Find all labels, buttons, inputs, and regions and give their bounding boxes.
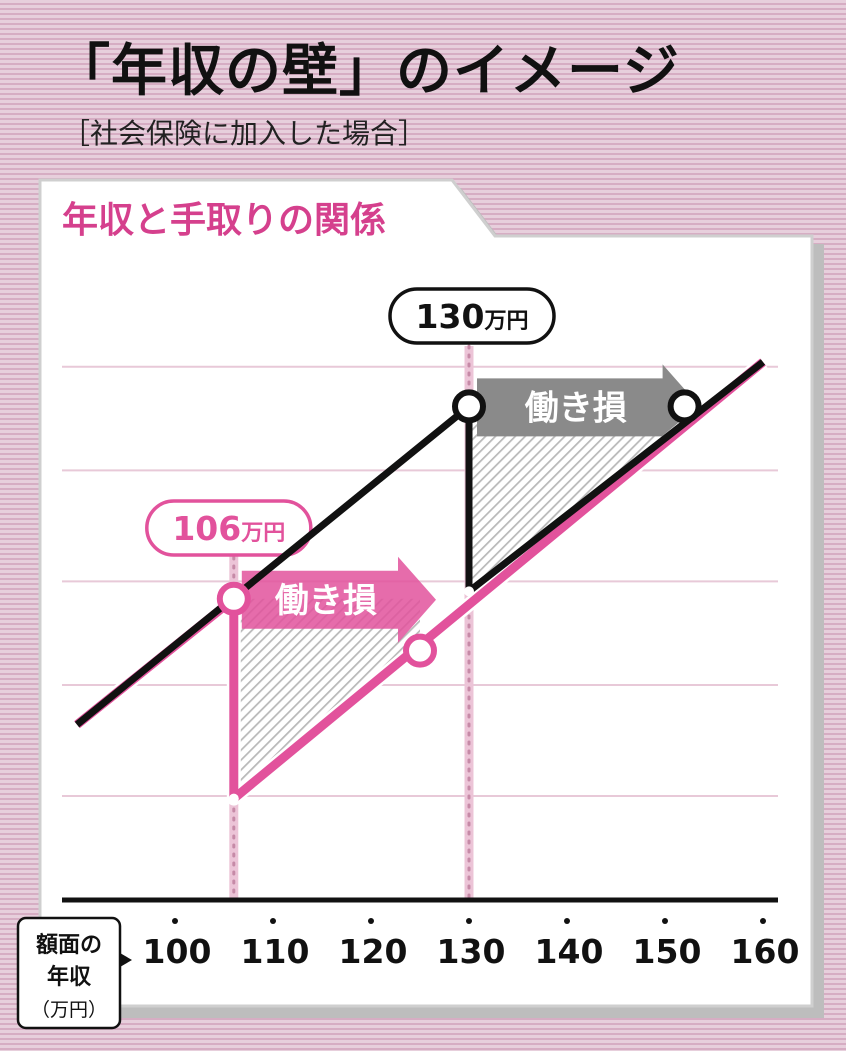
data-marker xyxy=(667,389,702,424)
x-tick-label: 130 xyxy=(437,932,506,971)
break-point xyxy=(464,586,474,597)
x-tick-label: 160 xyxy=(731,932,800,971)
x-tick-dot xyxy=(172,918,178,924)
x-tick-label: 150 xyxy=(633,932,702,971)
loss-arrow-icon xyxy=(477,364,701,451)
x-axis-label-line3: （万円） xyxy=(31,999,107,1021)
threshold-lines: 106万円 130万円 xyxy=(145,287,556,900)
x-tick-dot xyxy=(368,918,374,924)
series-line-black xyxy=(74,359,766,728)
gridlines xyxy=(62,365,778,797)
x-axis-pointer-icon xyxy=(120,953,132,967)
break-point xyxy=(228,793,239,804)
page-subtitle: ［社会保険に加入した場合］ xyxy=(62,117,427,150)
chart-title: 年収と手取りの関係 xyxy=(62,200,386,241)
x-tick-dot xyxy=(760,918,766,924)
x-axis-label-line2: 年収 xyxy=(47,964,92,990)
threshold-callout xyxy=(145,499,313,557)
x-tick-dot xyxy=(662,918,668,924)
loss-region-label: 働き損 xyxy=(275,581,377,621)
series-lines xyxy=(72,356,768,806)
x-tick-label: 140 xyxy=(535,932,604,971)
threshold-label: 106万円 xyxy=(172,509,285,548)
threshold-callout xyxy=(388,287,556,345)
x-tick-dot xyxy=(270,918,276,924)
x-tick-label: 110 xyxy=(241,932,310,971)
threshold-label: 130万円 xyxy=(416,297,529,336)
loss-region-hatch xyxy=(233,598,420,799)
data-marker xyxy=(216,581,251,616)
x-axis-label-line1: 額面の xyxy=(36,932,102,958)
markers xyxy=(216,389,702,804)
data-marker xyxy=(403,633,437,668)
data-marker xyxy=(452,389,486,424)
loss-arrow-icon xyxy=(241,556,436,643)
x-axis-label: 額面の 年収 （万円） xyxy=(16,916,132,1030)
x-tick-dot xyxy=(564,918,570,924)
loss-region-label: 働き損 xyxy=(525,388,627,428)
x-axis: 100 110 120 130 140 150 160 xyxy=(62,897,800,971)
x-tick-label: 100 xyxy=(143,932,212,971)
x-tick-label: 120 xyxy=(339,932,408,971)
x-tick-dot xyxy=(466,918,472,924)
page-title: 「年収の壁」のイメージ xyxy=(54,39,680,104)
